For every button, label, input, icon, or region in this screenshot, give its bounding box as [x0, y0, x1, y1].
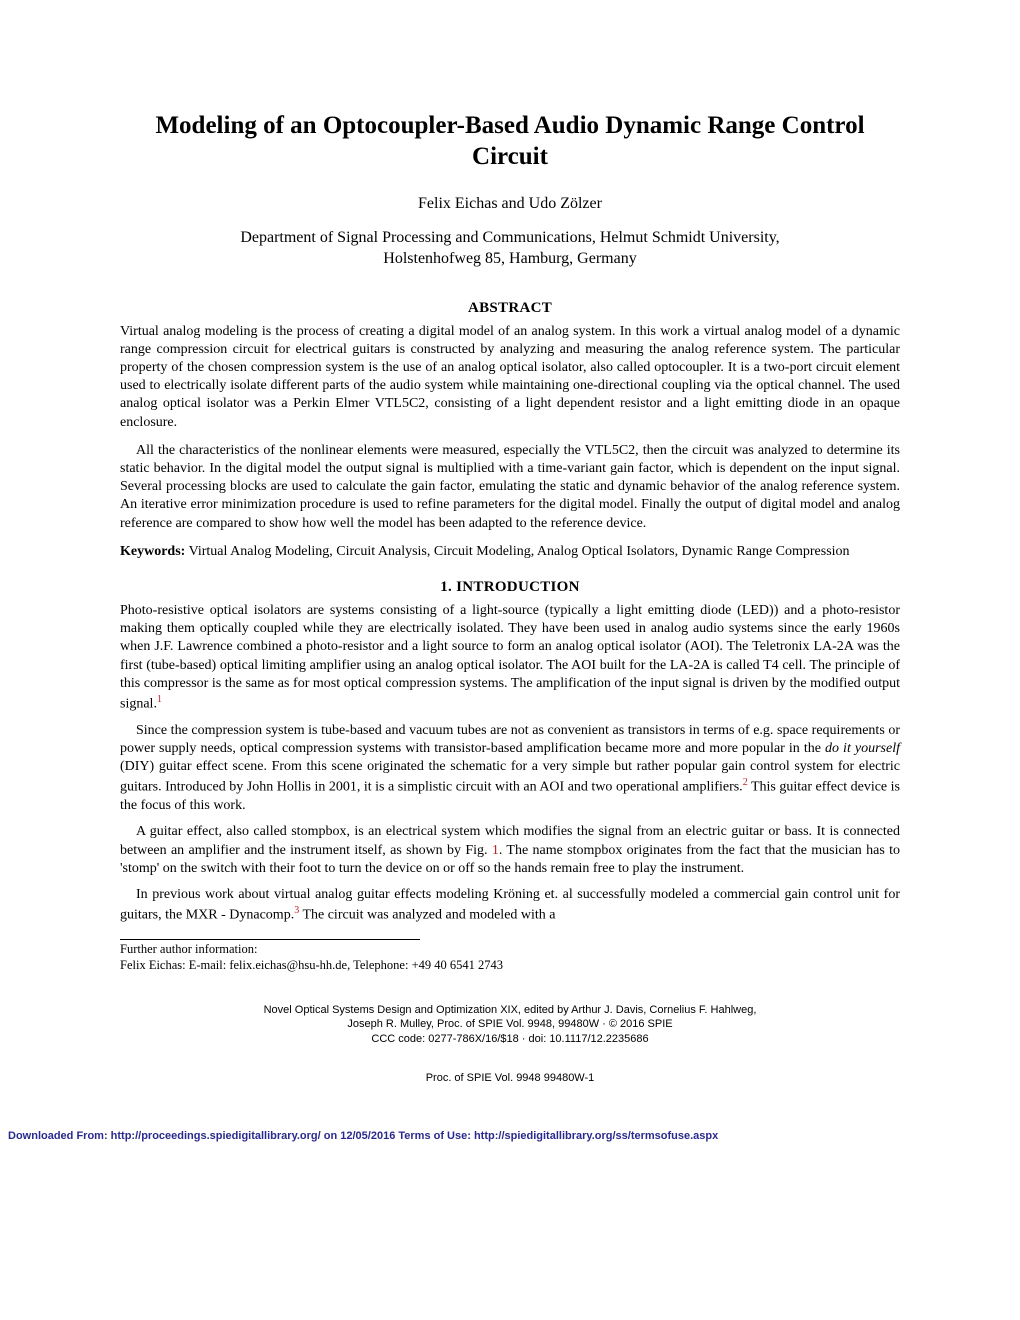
page-container: Modeling of an Optocoupler-Based Audio D… [0, 0, 1020, 1124]
footnote-block: Further author information: Felix Eichas… [120, 942, 900, 973]
affiliation-line1: Department of Signal Processing and Comm… [240, 229, 779, 246]
affiliation: Department of Signal Processing and Comm… [120, 227, 900, 270]
paper-title: Modeling of an Optocoupler-Based Audio D… [120, 110, 900, 173]
intro-p1: Photo-resistive optical isolators are sy… [120, 602, 900, 714]
abstract-p2-text: All the characteristics of the nonlinear… [120, 443, 900, 531]
proc-l2: Joseph R. Mulley, Proc. of SPIE Vol. 994… [347, 1018, 672, 1030]
intro-p2: Since the compression system is tube-bas… [120, 722, 900, 816]
footnote-rule [120, 939, 420, 940]
intro-heading: 1. INTRODUCTION [120, 579, 900, 596]
affiliation-line2: Holstenhofweg 85, Hamburg, Germany [383, 250, 636, 267]
intro-p3: A guitar effect, also called stompbox, i… [120, 823, 900, 878]
intro-p1-text: Photo-resistive optical isolators are sy… [120, 603, 900, 712]
abstract-p2: All the characteristics of the nonlinear… [120, 442, 900, 533]
intro-p2-em: do it yourself [825, 741, 900, 756]
proceedings-block: Novel Optical Systems Design and Optimiz… [120, 1003, 900, 1046]
intro-p2-a: Since the compression system is tube-bas… [120, 723, 900, 756]
fig-ref-1[interactable]: 1 [492, 843, 499, 858]
footnote-l2: Felix Eichas: E-mail: felix.eichas@hsu-h… [120, 958, 503, 972]
download-from-bar: Downloaded From: http://proceedings.spie… [0, 1124, 1020, 1152]
keywords-line: Keywords: Virtual Analog Modeling, Circu… [120, 543, 900, 561]
abstract-p1: Virtual analog modeling is the process o… [120, 323, 900, 432]
intro-p4: In previous work about virtual analog gu… [120, 886, 900, 925]
proc-l1: Novel Optical Systems Design and Optimiz… [264, 1004, 757, 1016]
authors: Felix Eichas and Udo Zölzer [120, 195, 900, 213]
intro-p4-b: The circuit was analyzed and modeled wit… [299, 908, 555, 923]
ref-1[interactable]: 1 [157, 694, 162, 705]
keywords-text: Virtual Analog Modeling, Circuit Analysi… [185, 544, 849, 559]
proc-l3: CCC code: 0277-786X/16/$18 · doi: 10.111… [371, 1033, 648, 1045]
footnote-l1: Further author information: [120, 942, 257, 956]
abstract-heading: ABSTRACT [120, 300, 900, 317]
keywords-label: Keywords: [120, 544, 185, 559]
proc-page-number: Proc. of SPIE Vol. 9948 99480W-1 [120, 1072, 900, 1084]
